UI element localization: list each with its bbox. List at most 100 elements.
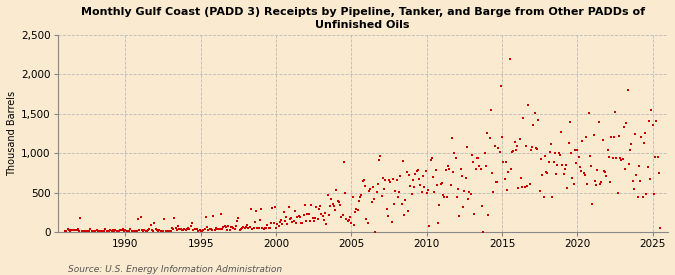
Point (329, 208, 340, 213)
Text: Source: U.S. Energy Information Administration: Source: U.S. Energy Information Administ… (68, 265, 281, 274)
Point (85, 227, 96, 232)
Point (643, 164, 653, 169)
Point (392, 178, 402, 182)
Point (491, 179, 502, 184)
Point (326, 196, 337, 201)
Point (607, 156, 618, 160)
Point (538, 195, 549, 199)
Point (439, 195, 450, 200)
Point (320, 210, 331, 215)
Point (284, 204, 294, 209)
Point (357, 179, 368, 184)
Point (111, 229, 122, 233)
Point (169, 216, 180, 220)
Point (643, 119, 654, 123)
Point (110, 228, 121, 232)
Point (365, 187, 376, 191)
Point (203, 228, 214, 232)
Point (526, 145, 537, 149)
Point (109, 229, 119, 234)
Point (168, 227, 179, 231)
Point (82, 229, 93, 233)
Point (160, 229, 171, 233)
Point (60, 229, 71, 233)
Point (621, 120, 632, 125)
Point (561, 163, 572, 167)
Point (145, 223, 156, 227)
Point (423, 188, 433, 192)
Point (628, 187, 639, 191)
Point (345, 214, 356, 219)
Point (107, 227, 118, 232)
Point (310, 216, 321, 220)
Point (141, 229, 152, 233)
Point (544, 150, 555, 154)
Point (535, 157, 546, 161)
Point (563, 141, 574, 145)
Point (489, 144, 500, 148)
Point (101, 229, 112, 233)
Point (377, 176, 388, 180)
Point (117, 227, 128, 231)
Point (259, 226, 270, 231)
Point (462, 144, 472, 149)
Point (430, 167, 441, 172)
Point (504, 56, 515, 61)
Point (136, 227, 147, 232)
Point (323, 213, 334, 217)
Point (265, 226, 275, 230)
Point (304, 219, 315, 223)
Point (338, 213, 348, 218)
Point (232, 219, 242, 223)
Point (134, 228, 144, 232)
Point (567, 175, 578, 180)
Point (502, 188, 512, 192)
Point (636, 135, 647, 139)
Point (554, 153, 565, 157)
Point (464, 190, 475, 194)
Point (350, 210, 360, 214)
Point (164, 229, 175, 233)
Point (209, 228, 220, 232)
Point (399, 213, 410, 217)
Point (90, 229, 101, 234)
Point (294, 213, 304, 218)
Point (97, 229, 108, 233)
Point (272, 222, 283, 227)
Point (449, 151, 460, 156)
Point (512, 144, 522, 148)
Point (356, 193, 367, 198)
Point (577, 139, 588, 143)
Point (443, 163, 454, 168)
Point (268, 221, 279, 225)
Point (541, 170, 551, 174)
Point (237, 226, 248, 231)
Point (519, 185, 530, 189)
Point (246, 207, 256, 211)
Point (441, 194, 452, 199)
Point (126, 229, 137, 233)
Point (463, 197, 474, 201)
Point (193, 229, 204, 233)
Point (286, 216, 296, 221)
Point (491, 180, 502, 185)
Point (217, 226, 227, 231)
Point (123, 229, 134, 233)
Point (331, 188, 342, 192)
Point (114, 229, 125, 233)
Point (421, 191, 432, 196)
Point (373, 182, 383, 187)
Point (485, 108, 496, 112)
Point (513, 186, 524, 191)
Y-axis label: Thousand Barrels: Thousand Barrels (7, 91, 17, 176)
Point (222, 227, 233, 232)
Point (601, 174, 612, 178)
Point (153, 229, 163, 233)
Point (578, 171, 589, 175)
Point (596, 180, 607, 184)
Point (626, 142, 637, 146)
Point (170, 226, 181, 230)
Point (585, 153, 595, 158)
Point (427, 156, 437, 160)
Point (322, 192, 333, 197)
